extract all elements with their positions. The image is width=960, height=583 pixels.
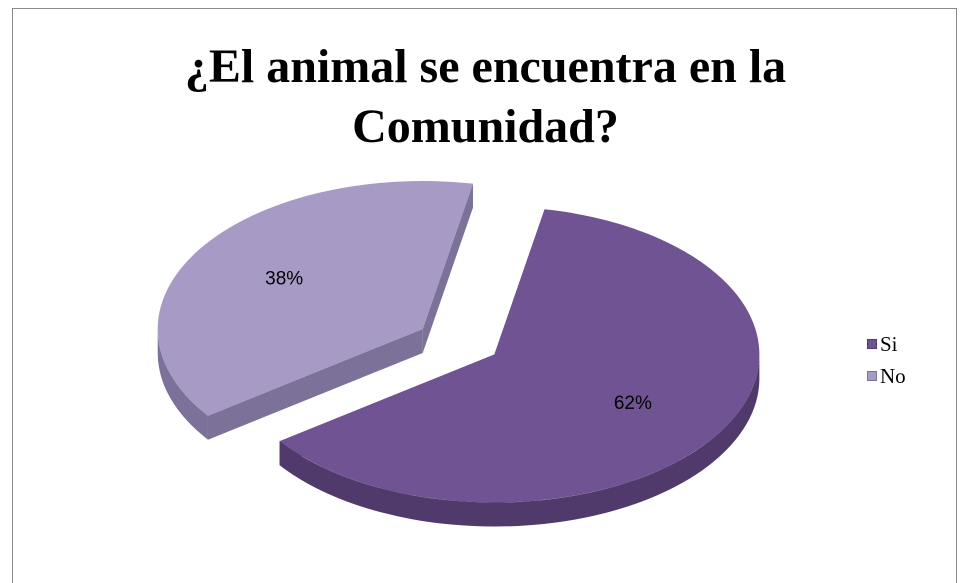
chart-title-line-2: Comunidad? xyxy=(352,100,619,153)
legend-item-si: Si xyxy=(867,328,957,360)
legend-swatch-si xyxy=(867,339,877,349)
pie-slice-no xyxy=(157,180,473,416)
legend-swatch-no xyxy=(867,371,877,381)
legend-label-no: No xyxy=(880,363,906,388)
data-label-no: 38% xyxy=(265,269,303,290)
legend-item-no: No xyxy=(867,360,957,392)
pie-slice-si xyxy=(279,209,760,503)
chart-title-line-1: ¿El animal se encuentra en la xyxy=(184,40,787,93)
pie-slice-no-rim xyxy=(157,328,208,440)
legend: Si No xyxy=(867,328,957,392)
legend-label-si: Si xyxy=(880,331,898,356)
chart-title: ¿El animal se encuentra en la Comunidad? xyxy=(13,37,958,157)
pie-slice-no-wall-start xyxy=(207,328,423,440)
pie-slice-si-rim xyxy=(279,354,760,527)
pie-slice-no-wall-end xyxy=(422,183,473,353)
data-label-si: 62% xyxy=(614,393,652,414)
